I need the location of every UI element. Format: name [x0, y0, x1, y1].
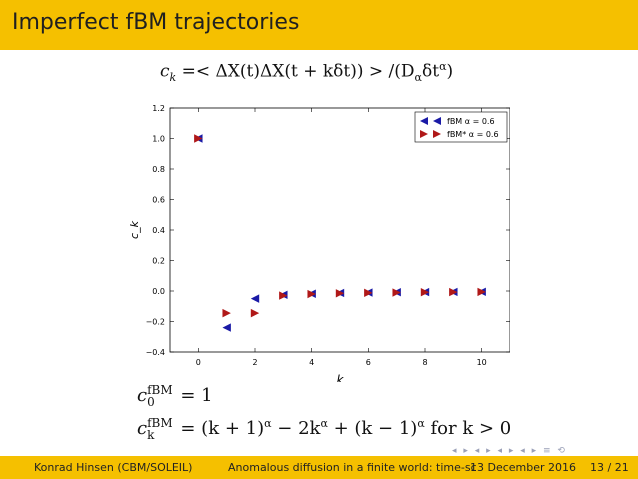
x-tick-label: 2 — [252, 358, 257, 367]
y-tick-label: 0.2 — [152, 257, 165, 266]
legend-box — [414, 111, 508, 143]
footer-talk-title: Anomalous diffusion in a finite world: t… — [228, 461, 477, 474]
data-point-series-2 — [420, 288, 430, 297]
legend-marker — [420, 117, 428, 125]
data-point-series-2 — [477, 287, 486, 297]
legend-label: fBM* α = 0.6 — [447, 130, 499, 139]
x-tick-label: 0 — [196, 358, 201, 367]
y-tick-label: 0.4 — [152, 226, 165, 235]
data-point-series-1 — [250, 294, 260, 303]
y-tick-label: 1.2 — [152, 104, 165, 113]
legend-marker — [420, 130, 428, 138]
c0-formula: c fBM 0 = 1 — [137, 383, 213, 409]
x-tick-label: 10 — [477, 358, 487, 367]
slide-footer: Konrad Hinsen (CBM/SOLEIL) Anomalous dif… — [0, 456, 638, 479]
beamer-navigation-symbols[interactable]: ◂ ▸ ◂ ▸ ◂ ▸ ◂ ▸ ≡ ⟲ — [452, 446, 567, 456]
data-point-series-1 — [222, 323, 231, 332]
ck-formula: c fBM k = (k + 1)α − 2kα + (k − 1)α for k … — [137, 416, 512, 442]
y-axis-label: c_k — [128, 220, 141, 239]
x-tick-label: 8 — [422, 358, 427, 367]
footer-author: Konrad Hinsen (CBM/SOLEIL) — [34, 461, 193, 474]
data-point-series-2 — [449, 287, 458, 297]
slide-title: Imperfect fBM trajectories — [12, 10, 300, 35]
plot-frame — [169, 107, 510, 353]
y-tick-label: −0.2 — [146, 318, 165, 327]
data-point-series-2 — [194, 134, 203, 143]
legend-marker — [433, 130, 441, 138]
y-tick-label: 0.0 — [152, 287, 165, 296]
data-point-series-2 — [222, 308, 231, 318]
x-axis-label: k — [337, 373, 345, 382]
correlation-chart: 0 2 4 6 8 10 −0.4 −0.2 0.0 0.2 0.4 0.6 0.8 1.0 1.2 k c_k… — [128, 104, 510, 382]
footer-date: 13 December 2016 — [470, 461, 577, 474]
data-point-series-2 — [307, 289, 316, 299]
data-point-series-2 — [392, 288, 401, 297]
legend-marker — [433, 117, 441, 125]
footer-page-number: 13 / 21 — [590, 461, 629, 474]
data-point-series-2 — [335, 289, 345, 298]
y-tick-label: 1.0 — [152, 135, 165, 144]
x-tick-label: 4 — [309, 358, 314, 367]
data-point-series-2 — [279, 291, 288, 300]
data-point-series-2 — [250, 308, 260, 318]
legend-label: fBM α = 0.6 — [447, 117, 495, 126]
y-tick-label: 0.8 — [152, 165, 165, 174]
x-tick-label: 6 — [366, 358, 371, 367]
y-tick-label: −0.4 — [146, 348, 165, 357]
correlation-formula: ck =< ΔX(t)ΔX(t + kδt)) > /(Dαδtα) — [160, 60, 454, 85]
data-point-series-2 — [364, 288, 373, 298]
slide-title-bar: Imperfect fBM trajectories — [0, 0, 638, 50]
y-tick-label: 0.6 — [152, 196, 165, 205]
